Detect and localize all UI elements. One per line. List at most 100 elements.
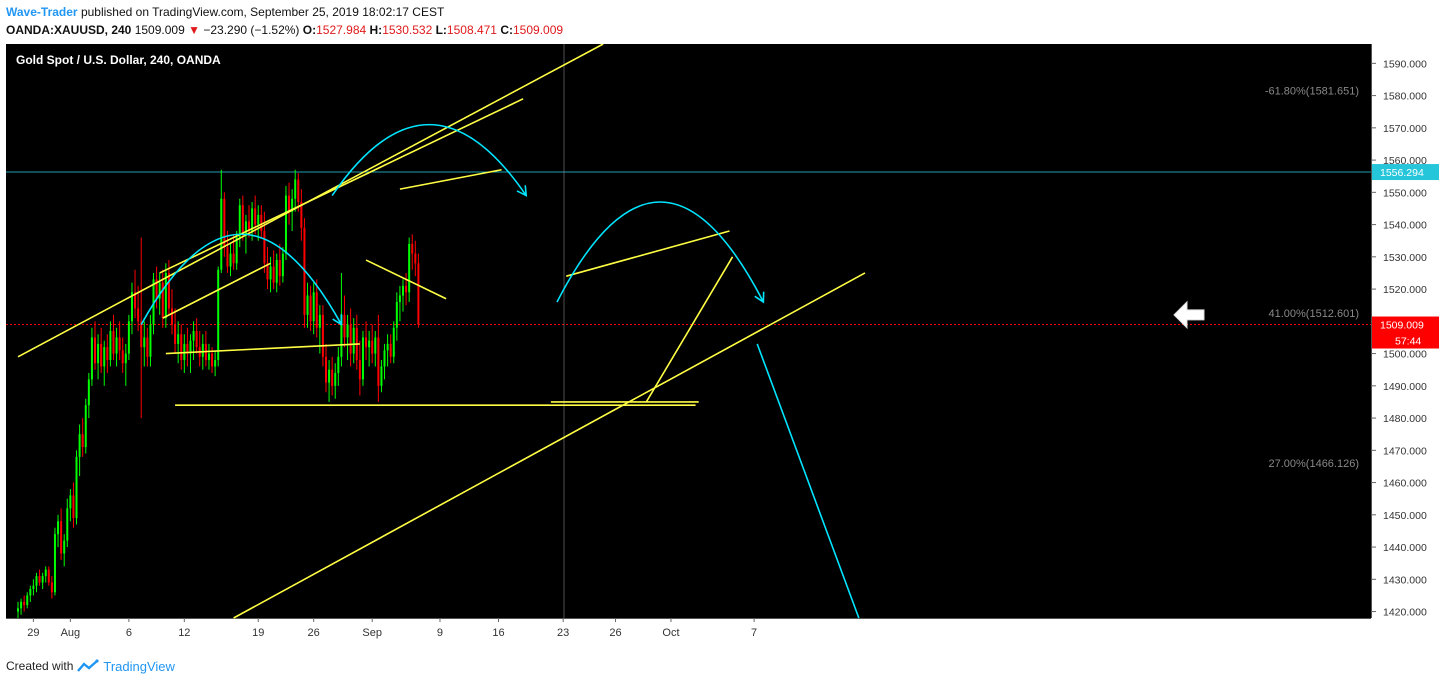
- x-tick-label: 9: [437, 627, 443, 639]
- x-tick-label: Aug: [61, 627, 81, 639]
- candle-body: [229, 253, 232, 267]
- candle-body: [177, 334, 180, 344]
- candle-body: [78, 434, 81, 457]
- candle-body: [72, 495, 75, 519]
- candle-body: [140, 321, 143, 348]
- candle-body: [211, 353, 214, 367]
- candle-body: [127, 321, 130, 354]
- y-tick-label: 1480.000: [1383, 413, 1427, 425]
- candle-body: [257, 214, 260, 225]
- candle-body: [349, 324, 352, 354]
- candle-body: [167, 272, 170, 309]
- candle-body: [361, 337, 364, 380]
- candle-body: [275, 260, 278, 283]
- candle-body: [346, 324, 349, 338]
- candle-body: [201, 343, 204, 357]
- candle-body: [408, 243, 411, 293]
- candle-body: [115, 337, 118, 354]
- x-tick-label: 6: [126, 627, 132, 639]
- candle-body: [380, 366, 383, 386]
- candle-body: [402, 285, 404, 296]
- trendline-upper-channel-2: [159, 98, 524, 274]
- candle-body: [377, 337, 380, 386]
- high-label: H:: [369, 23, 383, 37]
- candle-body: [174, 324, 177, 344]
- candle-body: [284, 195, 287, 254]
- y-tick-label: 1590.000: [1383, 58, 1427, 70]
- trendline-range1-top: [162, 262, 271, 319]
- low-label: L:: [435, 23, 447, 37]
- candle-body: [17, 608, 19, 612]
- y-tick-label: 1460.000: [1383, 478, 1427, 490]
- candle-body: [121, 350, 124, 364]
- candle-body: [75, 456, 78, 519]
- candle-body: [223, 198, 226, 248]
- candle-body: [94, 337, 96, 364]
- candle-body: [35, 576, 38, 586]
- candle-body: [368, 340, 371, 348]
- y-tick-label: 1490.000: [1383, 381, 1427, 393]
- low-value: 1508.471: [446, 23, 497, 37]
- candle-body: [352, 327, 355, 354]
- candle-body: [411, 243, 414, 254]
- tradingview-link[interactable]: TradingView: [103, 658, 175, 674]
- chart-title: Gold Spot / U.S. Dollar, 240, OANDA: [16, 53, 221, 67]
- x-tick-label: 26: [609, 627, 621, 639]
- x-tick-label: 23: [557, 627, 569, 639]
- candle-body: [44, 569, 47, 577]
- last-price: 1509.009: [134, 23, 185, 37]
- candle-body: [60, 521, 63, 554]
- candle-body: [164, 272, 167, 319]
- y-tick-label: 1440.000: [1383, 542, 1427, 554]
- y-tick-label: 1550.000: [1383, 187, 1427, 199]
- fib-level-label: 27.00%(1466.126): [1268, 458, 1359, 470]
- candle-body: [137, 308, 140, 322]
- y-tick-label: 1580.000: [1383, 91, 1427, 103]
- candle-body: [337, 356, 340, 373]
- candle-body: [306, 295, 309, 315]
- candle-body: [217, 269, 220, 361]
- arc-1-arrowhead: [332, 314, 343, 326]
- candle-body: [417, 263, 420, 325]
- trendline-lower-channel: [233, 272, 866, 619]
- candle-body: [244, 221, 247, 235]
- candle-body: [340, 314, 343, 357]
- x-tick-label: 26: [308, 627, 320, 639]
- candle-body: [103, 347, 106, 367]
- candle-body: [374, 337, 377, 354]
- candle-body: [186, 343, 189, 354]
- candle-body: [220, 198, 223, 270]
- time-axis-background: [6, 618, 1439, 646]
- candle-body: [214, 360, 217, 367]
- candle-body: [161, 282, 164, 319]
- candle-body: [195, 331, 198, 348]
- candle-body: [365, 337, 368, 348]
- close-value: 1509.009: [513, 23, 564, 37]
- y-tick-label: 1470.000: [1383, 445, 1427, 457]
- candle-body: [266, 263, 269, 280]
- candle-body: [248, 221, 250, 232]
- candle-body: [97, 343, 100, 364]
- candle-body: [155, 279, 158, 299]
- price-chart[interactable]: 1590.0001580.0001570.0001560.0001550.000…: [6, 44, 1439, 646]
- hline-price-tag: [1372, 164, 1439, 181]
- candle-body: [192, 331, 195, 341]
- candle-body: [57, 521, 60, 535]
- trendline-range1-bottom: [165, 343, 360, 355]
- candle-body: [130, 292, 133, 322]
- candle-body: [263, 231, 266, 264]
- candle-body: [278, 260, 281, 277]
- candle-body: [118, 337, 121, 351]
- candle-body: [291, 198, 294, 212]
- candle-body: [392, 327, 395, 357]
- x-tick-label: Oct: [662, 627, 679, 639]
- down-arrow-icon: ▼: [188, 23, 200, 37]
- candle-body: [334, 372, 337, 386]
- candle-body: [32, 585, 35, 589]
- arc-3-arrowhead: [754, 291, 765, 304]
- candle-body: [288, 195, 291, 212]
- y-tick-label: 1500.000: [1383, 349, 1427, 361]
- author-link[interactable]: Wave-Trader: [6, 5, 78, 19]
- candle-body: [251, 208, 254, 232]
- countdown-label: 57:44: [1395, 336, 1421, 348]
